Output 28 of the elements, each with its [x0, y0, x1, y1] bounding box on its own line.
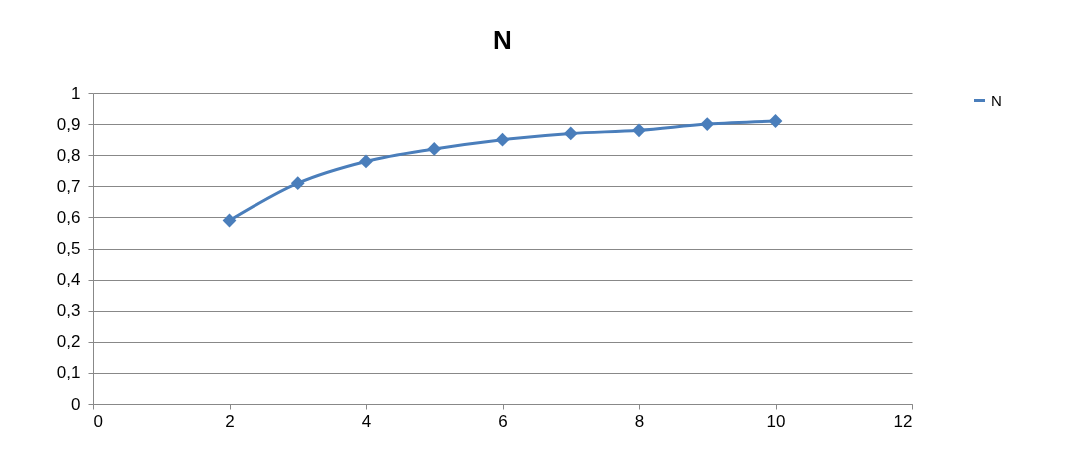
x-tick-label: 10	[766, 411, 786, 431]
point	[495, 132, 510, 147]
y-tick-label: 0,5	[56, 239, 81, 258]
y-tick-label: 0,4	[56, 270, 81, 290]
point	[632, 123, 646, 138]
x-tick-label: 8	[634, 411, 645, 431]
point	[427, 142, 442, 156]
x-tick-label: 4	[361, 411, 372, 431]
y-tick-label: 0,2	[56, 332, 81, 352]
point	[359, 154, 373, 169]
y-tick-label: 0,6	[56, 207, 81, 227]
chart-title: N	[493, 25, 512, 55]
y-tick-label: 0,9	[56, 114, 81, 134]
legend-label: N	[991, 91, 1002, 109]
x-tick-label: 12	[893, 411, 913, 431]
y-tick-label: 1	[71, 83, 81, 103]
x-tick-label: 0	[93, 411, 103, 431]
point	[563, 126, 578, 141]
y-tick-label: 0,3	[56, 301, 81, 321]
point	[768, 114, 783, 128]
y-tick-label: 0,1	[56, 363, 81, 383]
point	[290, 176, 305, 191]
point	[700, 117, 715, 131]
x-tick-label: 2	[225, 411, 235, 431]
x-tick-label: 6	[498, 411, 508, 431]
y-tick-label: 0,8	[56, 145, 81, 165]
y-tick-label: 0,7	[56, 176, 81, 196]
y-tick-label: 0	[71, 394, 81, 414]
